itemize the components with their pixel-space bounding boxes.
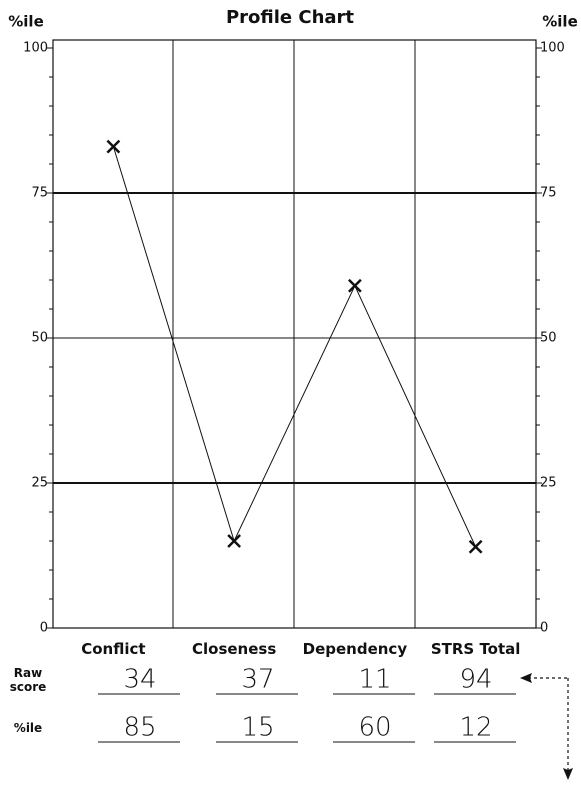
x-marker	[468, 539, 483, 554]
row-label: %ile	[13, 721, 43, 735]
arrow	[528, 677, 569, 770]
y2-tick-label: 50	[540, 331, 557, 346]
y2-tick-label: 25	[540, 476, 557, 491]
x-stroke	[227, 534, 242, 548]
data-line	[112, 146, 477, 548]
table-value: 15	[241, 713, 274, 743]
x-stroke	[468, 539, 483, 554]
y-tick-label: 50	[31, 331, 48, 346]
y2-tick-label: 75	[540, 186, 557, 201]
table-value: 94	[459, 665, 492, 695]
table-value: 34	[123, 665, 156, 695]
y-tick-label: 25	[31, 476, 48, 491]
row-label: Raw score	[9, 666, 47, 694]
x-marker	[227, 534, 242, 548]
y-tick-label: 0	[40, 621, 48, 636]
y-tick-label: 75	[31, 186, 48, 201]
arrow-head	[563, 768, 573, 780]
table-value: 11	[358, 665, 391, 695]
y2-axis-label: %ile	[542, 13, 578, 31]
x-tick-label: Conflict	[81, 640, 146, 658]
table-value: 12	[459, 713, 492, 743]
x-marker	[106, 139, 121, 154]
table-value: 60	[358, 713, 391, 743]
table-value: 85	[123, 713, 156, 743]
x-stroke	[106, 139, 121, 154]
table-value: 37	[241, 665, 274, 695]
y2-tick-label: 100	[540, 41, 565, 56]
x-tick-label: STRS Total	[430, 640, 521, 658]
chart-title: Profile Chart	[226, 7, 354, 28]
x-marker	[347, 278, 362, 293]
arrow-head	[520, 673, 532, 683]
x-tick-label: Closeness	[191, 640, 277, 658]
y-tick-label: 100	[23, 41, 48, 56]
x-stroke	[347, 278, 362, 293]
x-tick-label: Dependency	[302, 640, 408, 658]
y-axis-label: %ile	[8, 13, 44, 31]
y2-tick-label: 0	[540, 621, 548, 636]
